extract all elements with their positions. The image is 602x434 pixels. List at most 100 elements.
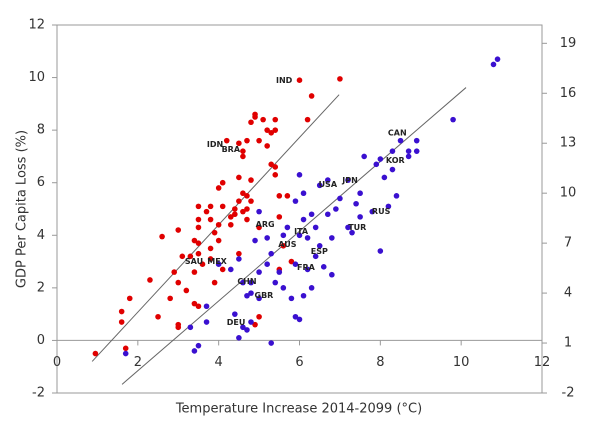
x-tick-label: 0 [53,355,61,370]
point [195,240,202,246]
point [167,295,173,302]
point [252,321,258,328]
y-tick-label: 2 [37,280,45,295]
x-tick-label: 12 [534,355,551,370]
point [195,303,202,310]
point [324,211,331,218]
point [203,303,210,310]
point [296,77,303,83]
point [296,232,303,239]
point [191,348,198,354]
point [203,208,210,215]
point [248,279,254,286]
point [232,206,238,212]
point [227,214,234,220]
annotation: IDN [207,140,223,149]
point [256,208,262,215]
point [312,253,319,260]
point [248,177,254,183]
point [450,116,456,123]
y-tick-label: 0 [37,333,45,348]
point [159,233,165,240]
point [316,243,323,249]
point [264,261,270,268]
point [248,119,254,126]
point [260,116,266,123]
point [349,229,355,236]
point [215,185,222,191]
point [147,277,153,283]
point [232,211,238,218]
point [405,148,412,154]
point [272,279,279,286]
point [118,319,125,325]
point [248,290,254,296]
point [240,279,246,286]
point [126,295,133,302]
point [413,148,420,154]
point [207,256,214,262]
point [357,190,363,197]
point [187,253,194,260]
annotation: SAU [185,257,203,266]
x-tick-label: 10 [453,355,470,370]
point [92,350,99,357]
point [337,76,343,82]
point [292,313,299,320]
point [389,166,396,173]
point [195,203,202,210]
point [244,206,250,212]
point [227,266,234,273]
point [308,285,315,291]
annotation: CHN [237,277,256,286]
annotation: DEU [227,318,246,327]
point [389,148,396,154]
point [252,237,258,244]
point [268,250,275,257]
annotation: RUS [372,207,391,216]
point [337,195,343,202]
point [240,324,246,331]
point [219,266,226,273]
point [397,137,404,144]
point [215,221,222,228]
point [361,153,367,160]
point [155,313,161,320]
point [264,235,270,241]
point [276,214,283,220]
y-tick-label: 8 [37,123,45,138]
point [175,279,182,286]
point [211,279,218,286]
point [256,269,262,275]
point [345,177,351,183]
point [280,232,287,239]
point [304,266,311,273]
point [268,129,275,136]
point [377,248,384,254]
point [191,237,198,244]
annotation: MEX [207,257,227,266]
point [300,292,307,299]
point [187,324,194,331]
annotation: CAN [388,128,407,137]
x-axis-label: Temperature Increase 2014-2099 (°C) [175,402,422,417]
point [268,340,275,346]
point [292,198,299,204]
point [227,221,234,228]
point [333,206,339,212]
point [413,137,420,144]
point [199,261,206,268]
y-tick-label: 6 [37,175,45,190]
annotation: AUS [278,240,296,249]
point [345,224,351,231]
point [248,198,254,204]
y-tick-label: 12 [28,18,45,33]
point [203,319,210,325]
point [256,137,262,144]
point [215,261,222,268]
point [308,211,315,218]
point [122,345,129,352]
annotation: ITA [294,227,309,236]
point [377,156,384,162]
